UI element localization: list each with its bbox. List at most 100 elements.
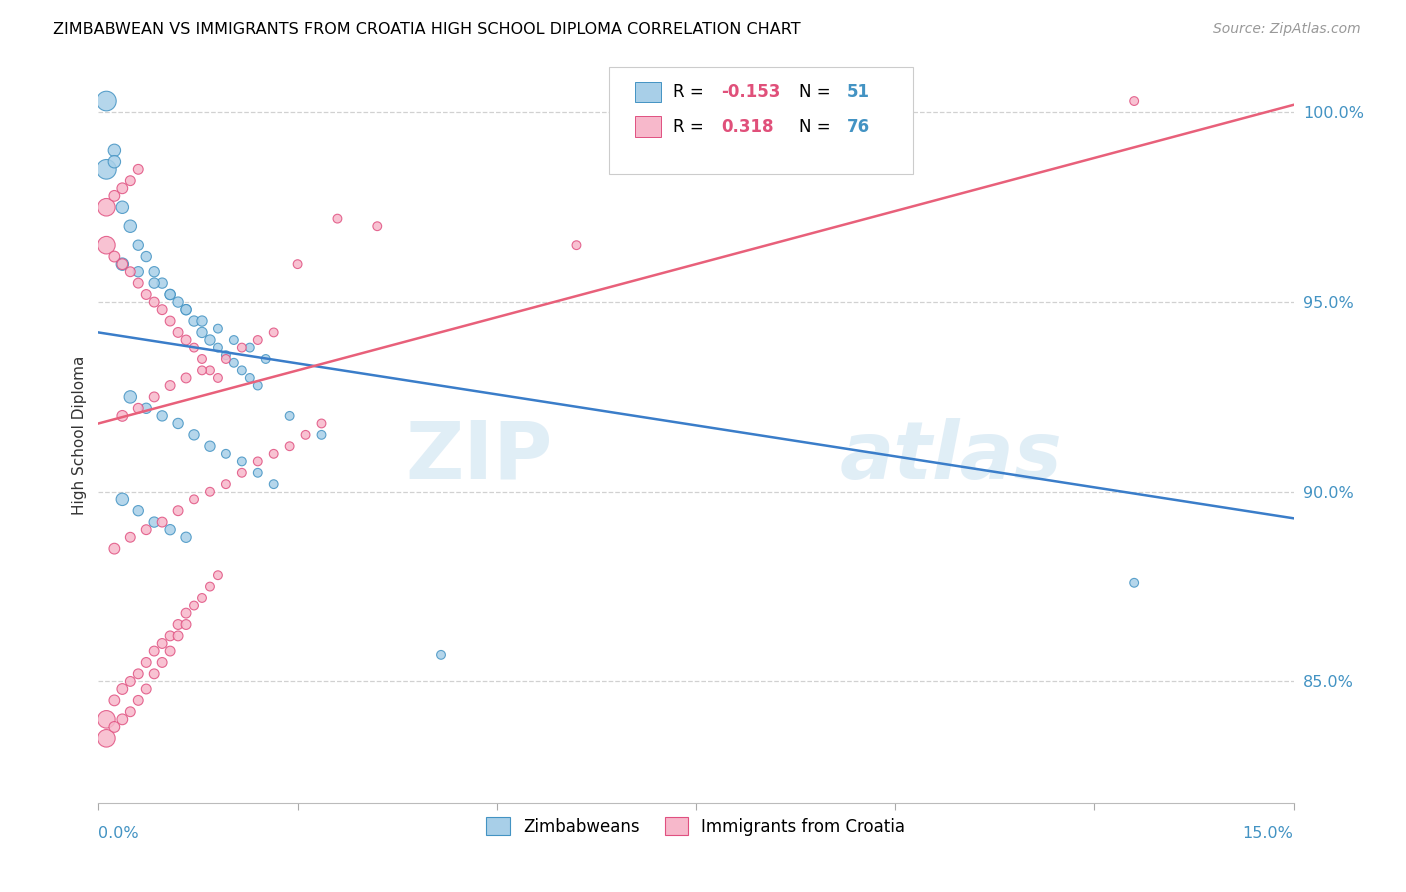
Point xyxy=(191,591,214,605)
Point xyxy=(239,341,262,355)
Point xyxy=(135,656,157,670)
Point xyxy=(159,287,181,301)
Point xyxy=(143,515,166,529)
Point xyxy=(326,211,349,226)
Point xyxy=(103,693,125,707)
Point xyxy=(167,629,190,643)
Point xyxy=(120,174,142,188)
Point xyxy=(127,401,149,416)
Point xyxy=(207,568,229,582)
Point xyxy=(183,341,205,355)
Point xyxy=(120,530,142,544)
Text: -0.153: -0.153 xyxy=(721,83,780,101)
Point xyxy=(111,409,134,423)
Point xyxy=(174,302,197,317)
Point xyxy=(111,181,134,195)
Point xyxy=(159,314,181,328)
Point xyxy=(215,477,238,491)
Point xyxy=(143,276,166,290)
Point xyxy=(103,154,125,169)
Text: N =: N = xyxy=(799,118,835,136)
Point xyxy=(183,314,205,328)
Point xyxy=(222,333,245,347)
Point xyxy=(96,200,118,214)
Point xyxy=(96,94,118,108)
Point xyxy=(191,314,214,328)
Point xyxy=(103,144,125,158)
Point xyxy=(174,333,197,347)
Point xyxy=(150,636,173,650)
Point xyxy=(198,363,221,377)
Point xyxy=(183,599,205,613)
Point xyxy=(191,363,214,377)
Point xyxy=(263,447,285,461)
Point xyxy=(120,219,142,234)
Point xyxy=(127,265,149,279)
Point xyxy=(278,439,301,453)
Point xyxy=(103,250,125,264)
Point xyxy=(150,515,173,529)
Point xyxy=(167,326,190,340)
Text: 0.0%: 0.0% xyxy=(98,826,139,840)
Point xyxy=(159,629,181,643)
Point xyxy=(135,250,157,264)
Point xyxy=(183,492,205,507)
Point xyxy=(231,341,253,355)
Point xyxy=(278,409,301,423)
Text: ZIP: ZIP xyxy=(405,418,553,496)
Text: atlas: atlas xyxy=(839,418,1062,496)
Text: 15.0%: 15.0% xyxy=(1243,826,1294,840)
Point xyxy=(127,666,149,681)
Point xyxy=(215,447,238,461)
FancyBboxPatch shape xyxy=(609,67,914,174)
Text: R =: R = xyxy=(673,118,709,136)
Point xyxy=(159,287,181,301)
Point xyxy=(231,363,253,377)
Point xyxy=(143,295,166,310)
Point xyxy=(120,265,142,279)
Point xyxy=(96,712,118,726)
Text: N =: N = xyxy=(799,83,835,101)
Point xyxy=(143,265,166,279)
Point xyxy=(231,466,253,480)
Point xyxy=(246,333,269,347)
Point xyxy=(111,681,134,696)
Point xyxy=(96,162,118,177)
Point xyxy=(159,523,181,537)
Point xyxy=(1123,94,1146,108)
Point xyxy=(198,439,221,453)
Point xyxy=(198,333,221,347)
Point xyxy=(207,371,229,385)
Point xyxy=(127,276,149,290)
Point xyxy=(103,541,125,556)
Point xyxy=(127,693,149,707)
Point xyxy=(120,674,142,689)
Point xyxy=(1123,575,1146,590)
Text: 0.318: 0.318 xyxy=(721,118,773,136)
Point xyxy=(246,454,269,468)
Point xyxy=(174,371,197,385)
Point xyxy=(150,302,173,317)
Point xyxy=(198,484,221,499)
Text: ZIMBABWEAN VS IMMIGRANTS FROM CROATIA HIGH SCHOOL DIPLOMA CORRELATION CHART: ZIMBABWEAN VS IMMIGRANTS FROM CROATIA HI… xyxy=(53,22,801,37)
Point xyxy=(111,492,134,507)
Point xyxy=(287,257,309,271)
Point xyxy=(191,351,214,366)
Point xyxy=(159,378,181,392)
Point xyxy=(174,302,197,317)
Point xyxy=(246,378,269,392)
Point xyxy=(150,409,173,423)
Point xyxy=(127,504,149,518)
Point xyxy=(135,681,157,696)
Point xyxy=(96,731,118,746)
Point xyxy=(111,257,134,271)
Point xyxy=(174,617,197,632)
Point xyxy=(174,530,197,544)
Point xyxy=(103,720,125,734)
Point xyxy=(198,580,221,594)
Text: R =: R = xyxy=(673,83,709,101)
Point xyxy=(167,295,190,310)
Point xyxy=(565,238,588,252)
Point xyxy=(191,326,214,340)
Point xyxy=(135,523,157,537)
